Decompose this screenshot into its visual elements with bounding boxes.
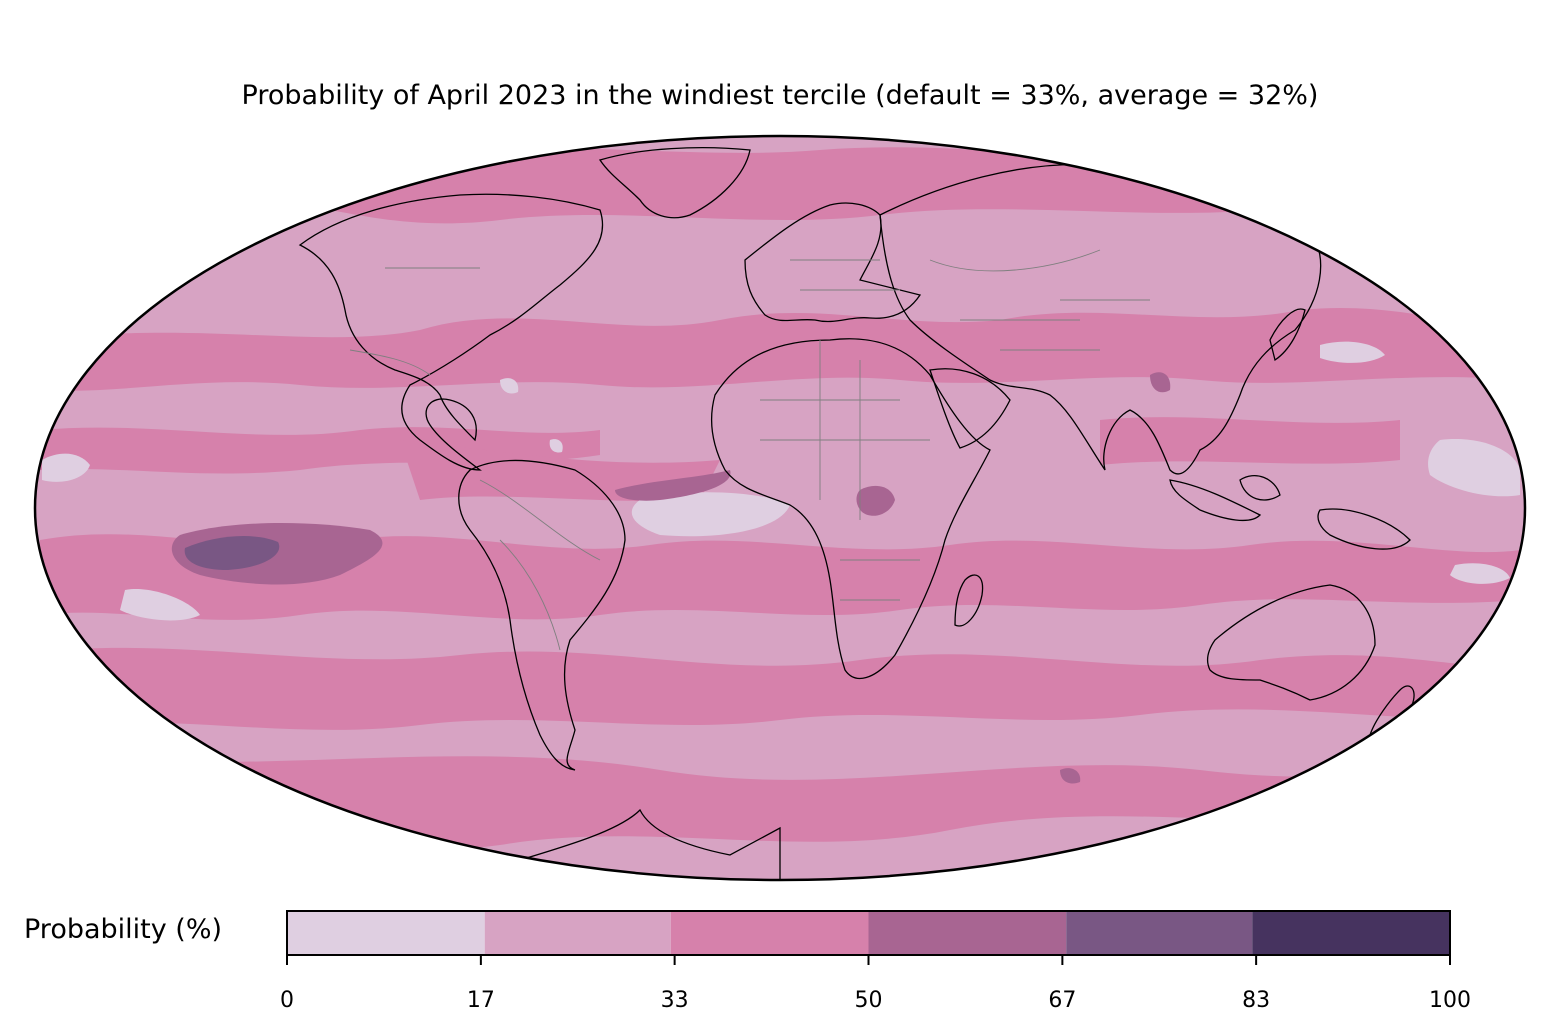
- globe-outline: [33, 134, 1527, 882]
- colorbar-tick-label: 67: [1048, 988, 1076, 1013]
- prob-band-67-83: [184, 536, 280, 570]
- map-title: Probability of April 2023 in the windies…: [241, 80, 1319, 111]
- prob-band-0-17: [42, 341, 1520, 621]
- colorbar-tick-label: 50: [855, 988, 883, 1013]
- prob-band-33-50: [40, 147, 1520, 852]
- colorbar-tick-label: 0: [280, 988, 294, 1013]
- colorbar-frame: [286, 910, 1451, 956]
- country-borders: [349, 249, 1150, 651]
- colorbar-tick-label: 17: [467, 988, 495, 1013]
- colorbar-bin-4: [1066, 911, 1253, 955]
- colorbar-label: Probability (%): [24, 914, 223, 945]
- colorbar-bin-1: [484, 911, 671, 955]
- colorbar-bin-5: [1252, 911, 1450, 955]
- mollweide-map: [33, 134, 1527, 882]
- colorbar-bin-3: [868, 911, 1067, 955]
- colorbar-bin-2: [670, 911, 869, 955]
- colorbar-bin-0: [287, 911, 485, 955]
- colorbar-tick-label: 83: [1242, 988, 1270, 1013]
- colorbar-tick-label: 100: [1429, 988, 1471, 1013]
- colorbar-tick-label: 33: [661, 988, 689, 1013]
